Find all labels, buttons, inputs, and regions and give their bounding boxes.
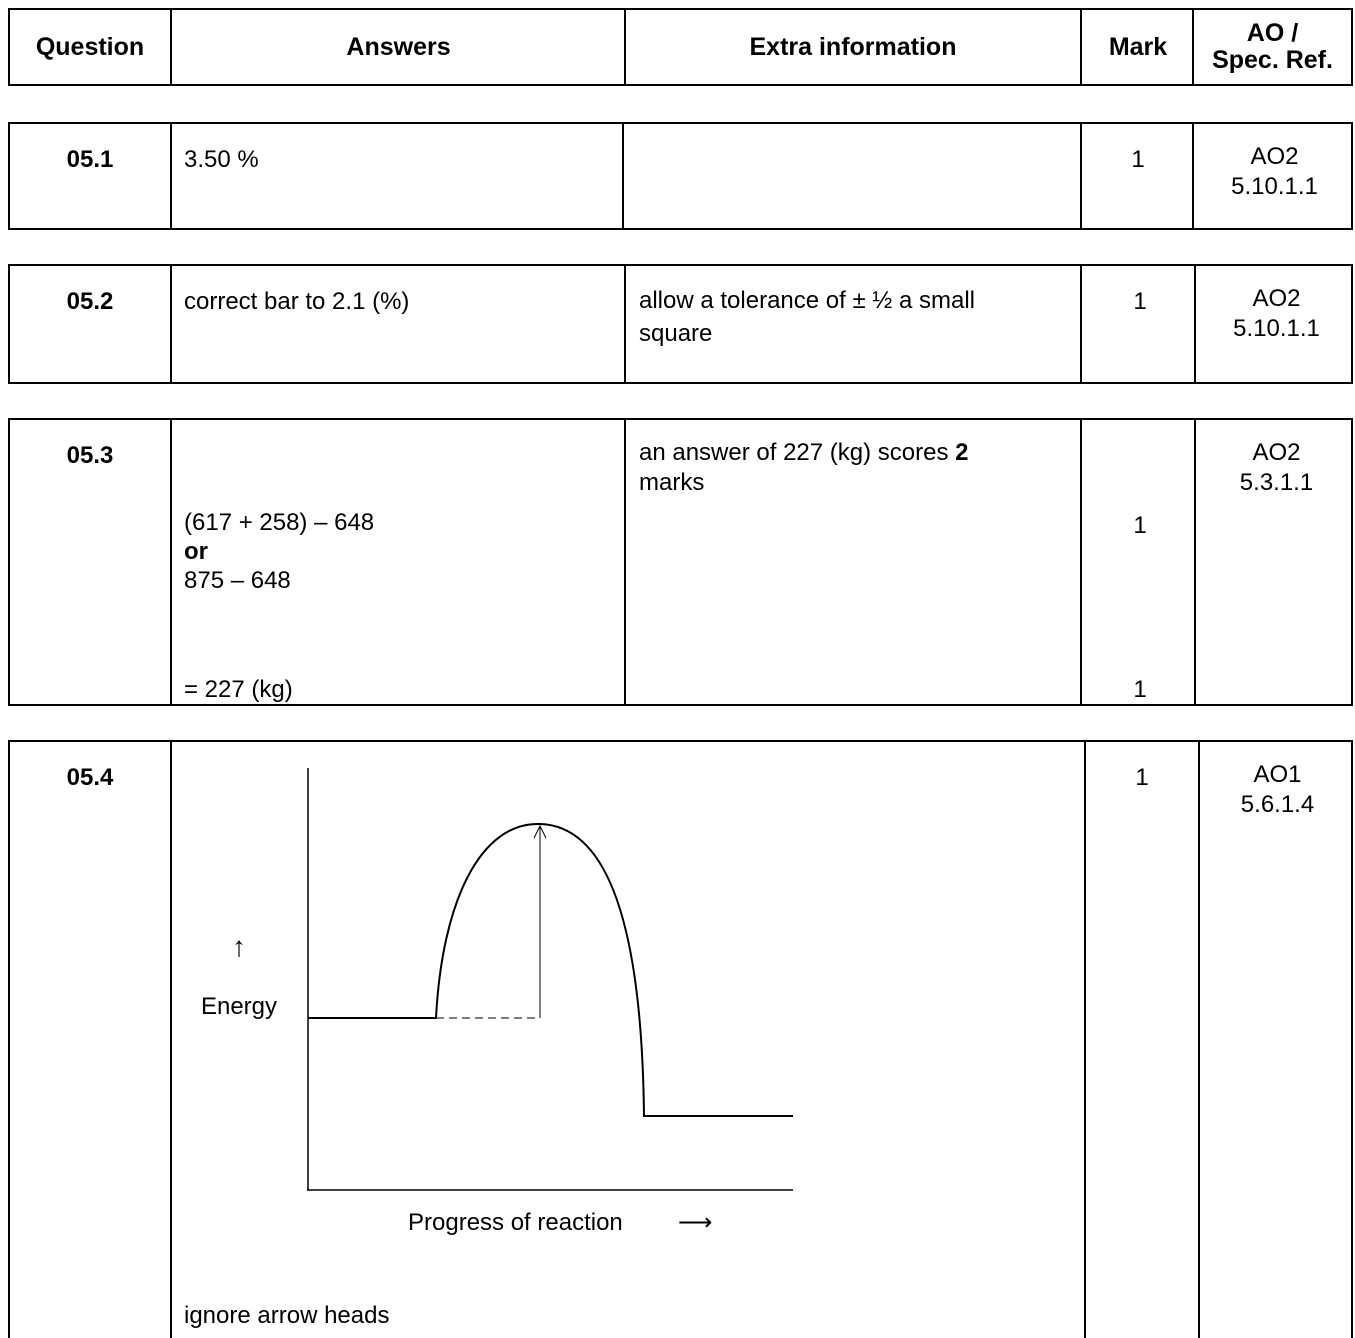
ao-code: AO1: [1253, 761, 1302, 788]
answer-final: = 227 (kg): [184, 676, 293, 703]
table-row: 05.1 3.50 % 1 AO2 5.10.1.1: [8, 122, 1353, 230]
divider: [170, 266, 172, 382]
divider: [1194, 266, 1196, 382]
header-mark: Mark: [1108, 32, 1168, 61]
answer-line: (617 + 258) – 648: [184, 509, 375, 536]
divider: [1080, 420, 1082, 704]
header-question: Question: [35, 32, 145, 61]
divider: [1198, 742, 1200, 1338]
y-axis-arrow: ↑: [232, 931, 246, 962]
divider: [170, 742, 172, 1338]
table-row: 05.2 correct bar to 2.1 (%) allow a tole…: [8, 264, 1353, 384]
extra-bold-number: 2: [955, 439, 969, 466]
question-number: 05.1: [66, 146, 114, 173]
divider: [624, 266, 626, 382]
table-row: 05.3 (617 + 258) – 648 or 875 – 648 = 22…: [8, 418, 1353, 706]
table-row: 05.4 ↑ Energy Progress of reaction ⟶ ign…: [8, 740, 1353, 1338]
y-axis-label: Energy: [201, 993, 277, 1020]
question-number: 05.3: [66, 442, 114, 469]
ao-code: AO2: [1252, 285, 1301, 312]
divider: [624, 420, 626, 704]
header-extra-information: Extra information: [749, 32, 957, 61]
extra-line: square: [639, 320, 713, 347]
divider: [1084, 742, 1086, 1338]
extra-line: allow a tolerance of ± ½ a small: [639, 287, 975, 314]
ao-spec: AO2 5.3.1.1: [1196, 438, 1355, 498]
extra-text: an answer of 227 (kg) scores: [639, 439, 956, 466]
spec-ref: 5.3.1.1: [1239, 469, 1314, 496]
divider: [170, 124, 172, 228]
mark-value: 1: [1133, 676, 1147, 703]
arrow-head-icon: [533, 824, 547, 839]
mark-value: 1: [1135, 764, 1149, 791]
divider: [1080, 266, 1082, 382]
mark-value: 1: [1133, 512, 1147, 539]
note-text: ignore arrow heads: [184, 1302, 390, 1329]
question-number: 05.2: [66, 288, 114, 315]
x-axis-arrow: ⟶: [678, 1209, 712, 1236]
spec-ref: 5.10.1.1: [1233, 315, 1320, 342]
answer-or: or: [184, 538, 208, 565]
divider: [1080, 124, 1082, 228]
ao-spec: AO1 5.6.1.4: [1200, 760, 1355, 820]
spec-ref: 5.6.1.4: [1240, 791, 1315, 818]
divider: [170, 420, 172, 704]
answer-line: 875 – 648: [184, 567, 291, 594]
ao-code: AO2: [1250, 143, 1299, 170]
divider: [624, 10, 626, 84]
ao-spec: AO2 5.10.1.1: [1194, 142, 1355, 202]
answer-text: 3.50 %: [184, 146, 259, 173]
extra-info: an answer of 227 (kg) scores 2 marks: [639, 438, 969, 498]
divider: [170, 10, 172, 84]
divider: [1080, 10, 1082, 84]
divider: [1194, 420, 1196, 704]
answer-working: (617 + 258) – 648 or 875 – 648: [184, 508, 374, 595]
header-ao-line1: AO /: [1246, 19, 1299, 47]
ao-spec: AO2 5.10.1.1: [1196, 284, 1355, 344]
divider: [1192, 124, 1194, 228]
header-answers: Answers: [346, 32, 451, 61]
table-header: Question Answers Extra information Mark …: [8, 8, 1353, 86]
energy-curve: [308, 822, 793, 1117]
divider: [1192, 10, 1194, 84]
header-ao-spec: AO / Spec. Ref.: [1194, 10, 1351, 84]
mark-value: 1: [1131, 146, 1145, 173]
mark-value: 1: [1133, 288, 1147, 315]
energy-profile-diagram: ↑ Energy Progress of reaction ⟶: [201, 768, 793, 1236]
answer-text: correct bar to 2.1 (%): [184, 288, 410, 315]
header-ao-line2: Spec. Ref.: [1212, 46, 1333, 74]
extra-text: marks: [639, 469, 705, 496]
question-number: 05.4: [66, 764, 114, 791]
x-axis-label: Progress of reaction: [408, 1209, 623, 1236]
divider: [622, 124, 624, 228]
spec-ref: 5.10.1.1: [1231, 173, 1318, 200]
ao-code: AO2: [1252, 439, 1301, 466]
extra-info: allow a tolerance of ± ½ a small square: [639, 284, 975, 350]
